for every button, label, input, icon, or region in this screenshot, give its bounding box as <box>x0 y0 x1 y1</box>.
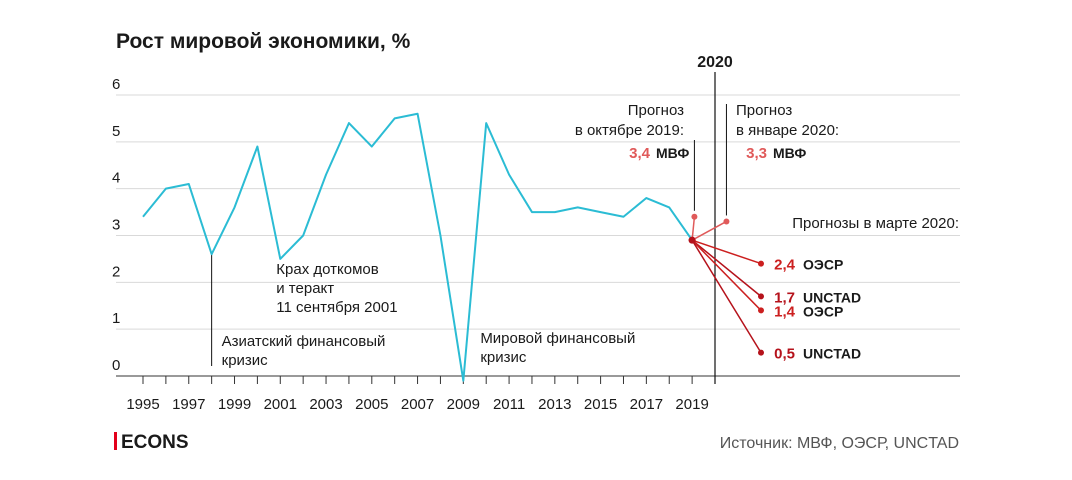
x-tick-label: 2019 <box>675 396 708 413</box>
y-axis-ticks: 0 1 2 3 4 5 6 <box>112 76 120 374</box>
grid <box>116 94 960 377</box>
x-tick-label: 1999 <box>218 396 251 413</box>
forecast-label-imf-oct: Прогноз <box>628 102 684 119</box>
year-2020-label: 2020 <box>697 54 733 71</box>
forecast-value-march: 0,5 <box>774 346 795 363</box>
x-tick-label: 2007 <box>401 396 434 413</box>
x-tick-label: 2013 <box>538 396 571 413</box>
annotations: Азиатский финансовый кризис Крах доткомов и… <box>211 254 635 369</box>
y-tick-label: 4 <box>112 170 120 187</box>
x-tick-label: 2001 <box>264 396 297 413</box>
forecast-label-imf-jan: Прогноз <box>736 102 792 119</box>
forecast-line-march <box>691 239 762 311</box>
y-tick-label: 3 <box>112 217 120 234</box>
forecast-value-imf-jan: 3,3 <box>746 145 767 162</box>
series <box>142 112 693 382</box>
forecast-value-imf-oct: 3,4 <box>629 145 651 162</box>
forecast-value-march: 1,4 <box>774 303 796 320</box>
x-tick-label: 2015 <box>584 396 617 413</box>
forecast-point-march <box>758 293 764 300</box>
forecast-value-march: 2,4 <box>774 257 796 274</box>
x-tick-label: 2011 <box>493 396 525 413</box>
forecast-org-march: UNCTAD <box>803 289 861 305</box>
source-note: Источник: МВФ, ОЭСР, UNCTAD <box>720 435 959 452</box>
series-line <box>142 112 693 382</box>
brand-bar <box>114 432 117 450</box>
annotation-financial-crisis: кризис <box>480 349 527 366</box>
forecast-value-march: 1,7 <box>774 289 795 306</box>
x-tick-label: 1995 <box>126 396 159 413</box>
x-axis-ticks: 1995 1997 1999 2001 2003 2005 2007 2009 2011 2013… <box>126 54 733 413</box>
forecasts: Прогноз в октябре 2019: 3,4 МВФ Прогноз в янв… <box>575 102 959 363</box>
annotation-financial-crisis: Мировой финансовый <box>480 330 635 347</box>
forecast-point-imf-oct <box>691 213 698 220</box>
forecast-org-march: UNCTAD <box>803 346 861 362</box>
forecast-label-imf-oct: в октябре 2019: <box>575 122 684 139</box>
x-tick-label: 2003 <box>309 396 342 413</box>
forecast-line-march <box>691 239 762 297</box>
forecast-label-imf-jan: в январе 2020: <box>736 122 839 139</box>
annotation-asian-crisis: кризис <box>222 352 269 369</box>
x-tick-label: 1997 <box>172 396 205 413</box>
forecast-line-march <box>691 239 762 265</box>
forecast-point-march <box>758 307 764 314</box>
forecast-line-march <box>691 239 762 353</box>
y-tick-label: 5 <box>112 123 120 140</box>
forecast-line-imf-jan <box>691 220 727 241</box>
forecast-org-imf-jan: МВФ <box>773 145 806 161</box>
forecast-point-imf-jan <box>723 218 730 225</box>
annotation-dotcom: 11 сентября 2001 <box>276 299 397 316</box>
y-tick-label: 0 <box>112 357 120 374</box>
annotation-dotcom: и теракт <box>276 280 334 297</box>
annotation-asian-crisis: Азиатский финансовый <box>222 333 386 350</box>
chart-title: Рост мировой экономики, % <box>116 30 411 53</box>
forecast-march-title: Прогнозы в марте 2020: <box>792 215 959 232</box>
annotation-dotcom: Крах доткомов <box>276 261 378 278</box>
forecast-org-imf-oct: МВФ <box>656 145 689 161</box>
x-tick-label: 2009 <box>447 396 480 413</box>
forecast-origin-point-top <box>688 236 696 244</box>
x-tick-label: 2005 <box>355 396 388 413</box>
y-tick-label: 6 <box>112 76 120 93</box>
forecast-point-march <box>758 260 764 267</box>
y-tick-label: 2 <box>112 263 120 280</box>
forecast-org-march: ОЭСР <box>803 303 843 319</box>
x-tick-label: 2017 <box>630 396 663 413</box>
y-tick-label: 1 <box>112 310 120 327</box>
forecast-point-march <box>758 349 764 356</box>
brand-logo: ECONS <box>121 432 189 453</box>
forecast-line-imf-oct <box>691 216 696 241</box>
forecast-org-march: ОЭСР <box>803 257 843 273</box>
